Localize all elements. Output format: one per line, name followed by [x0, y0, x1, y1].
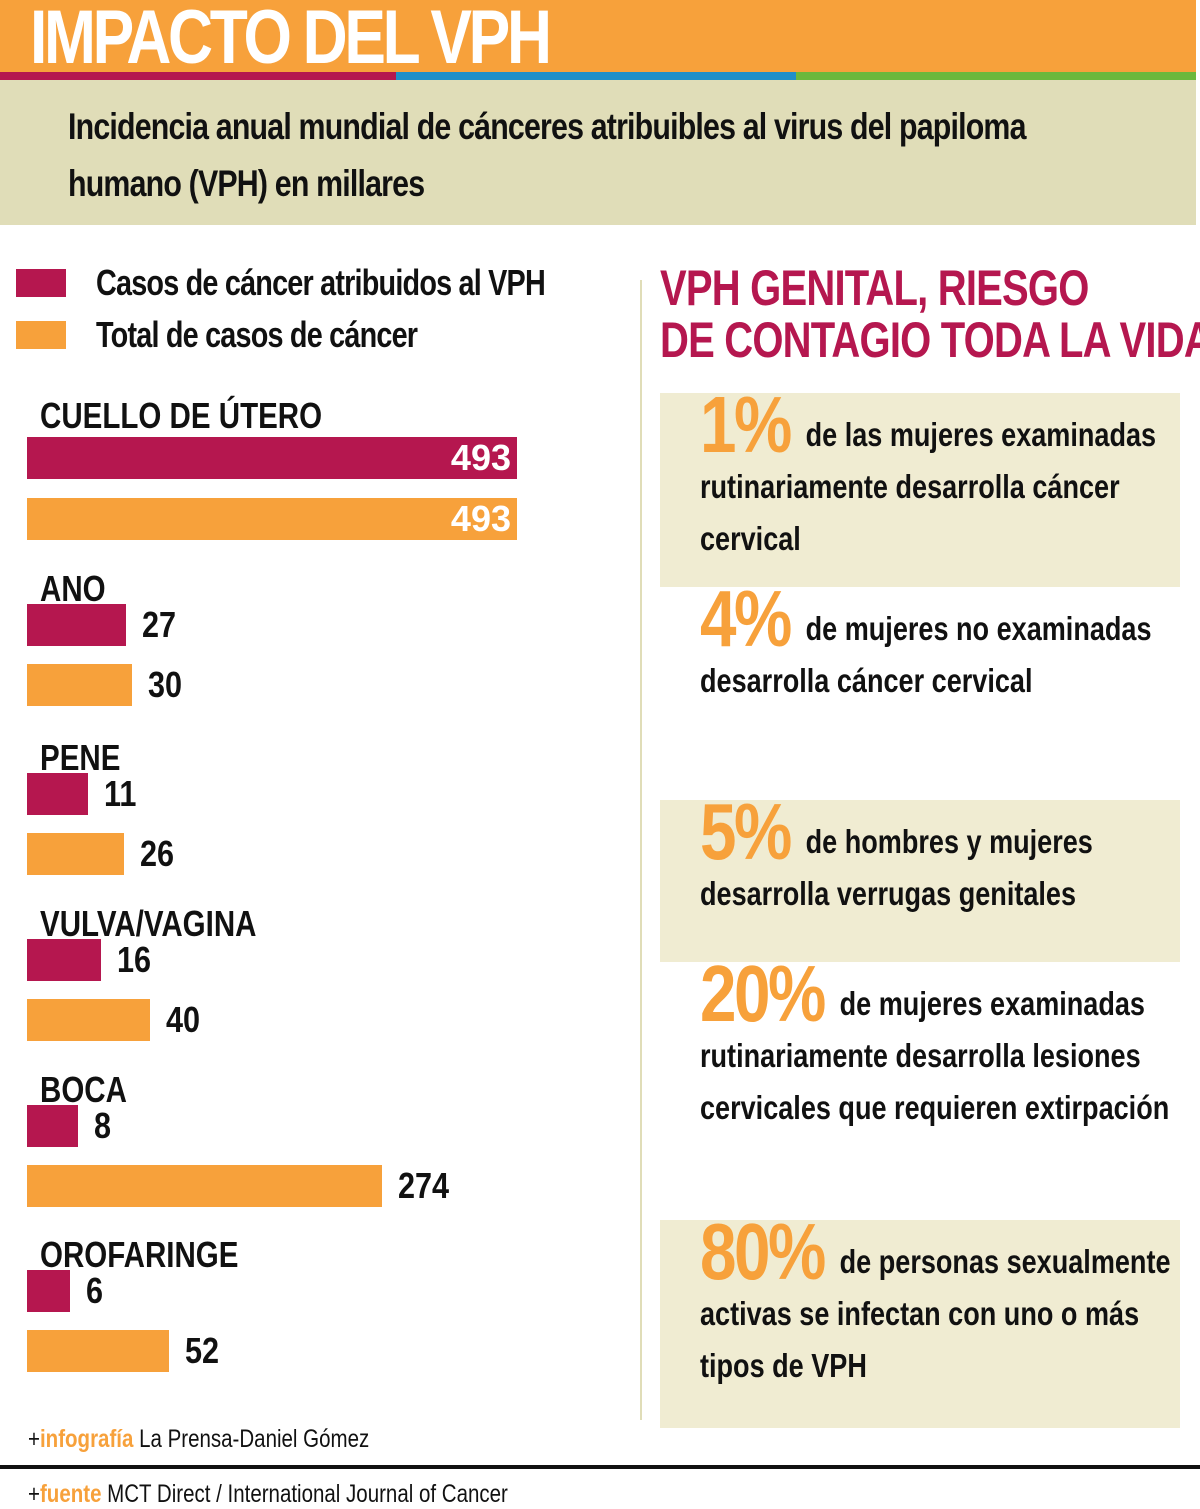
category-label: VULVA/VAGINA — [40, 903, 257, 944]
fact-percent: 80% — [700, 1207, 826, 1296]
source-text: MCT Direct / International Journal of Ca… — [107, 1480, 508, 1508]
data-label: 52 — [185, 1330, 220, 1371]
category-label: ANO — [40, 568, 106, 609]
category-label: BOCA — [40, 1069, 127, 1110]
bar-hpv — [27, 1270, 71, 1312]
bar-hpv — [27, 773, 88, 815]
credit: +infografía La Prensa-Daniel Gómez — [28, 1425, 370, 1453]
data-label: 27 — [142, 604, 177, 645]
fact-percent: 4% — [700, 574, 792, 663]
data-label: 40 — [166, 999, 201, 1040]
data-label: 11 — [103, 773, 136, 814]
data-label: 16 — [117, 939, 152, 980]
data-label: 493 — [450, 498, 511, 539]
category-label: PENE — [40, 737, 121, 778]
fact-text: de personas sexualmente activas se infec… — [700, 1243, 1171, 1384]
bar-hpv — [27, 1105, 78, 1147]
right-title: VPH GENITAL, RIESGO DE CONTAGIO TODA LA V… — [660, 262, 1200, 366]
data-label: 274 — [397, 1165, 449, 1206]
data-label: 6 — [86, 1270, 104, 1311]
data-label: 493 — [450, 437, 511, 478]
fact-text: de mujeres examinadas rutinariamente des… — [700, 985, 1170, 1126]
bar-total — [27, 833, 125, 875]
source: +fuente MCT Direct / International Journ… — [28, 1480, 508, 1508]
fact-text: de las mujeres examinadas rutinariamente… — [700, 416, 1157, 557]
fact-percent: 20% — [700, 949, 826, 1038]
credit-label: infografía — [39, 1425, 134, 1453]
fact-text: de hombres y mujeres desarrolla verrugas… — [700, 823, 1093, 912]
right-title-line: DE CONTAGIO TODA LA VIDA — [660, 312, 1200, 368]
source-label: fuente — [39, 1480, 102, 1508]
legend-label: Total de casos de cáncer — [96, 314, 418, 355]
fact-percent: 1% — [700, 380, 792, 469]
bar-total — [27, 664, 133, 706]
fact-box: 20% de mujeres examinadas rutinariamente… — [660, 954, 1180, 1220]
stripe-blue — [396, 72, 796, 80]
footer-rule — [0, 1465, 1200, 1469]
data-label: 30 — [148, 664, 183, 705]
fact-box: 1% de las mujeres examinadas rutinariame… — [660, 385, 1180, 587]
fact-box: 80% de personas sexualmente activas se i… — [660, 1212, 1180, 1428]
stripe-crimson — [0, 72, 396, 80]
data-label: 26 — [140, 833, 175, 874]
bar-hpv — [27, 604, 127, 646]
fact-text: de mujeres no examinadas desarrolla cánc… — [700, 610, 1152, 699]
fact-box: 5% de hombres y mujeres desarrolla verru… — [660, 792, 1180, 962]
bar-total — [27, 498, 517, 540]
bar-total — [27, 1165, 382, 1207]
bar-total — [27, 999, 151, 1041]
legend-total: Total de casos de cáncer — [16, 314, 498, 356]
page-title: IMPACTO DEL VPH — [30, 0, 552, 80]
right-title-line: VPH GENITAL, RIESGO — [660, 260, 1089, 316]
credit-text: La Prensa-Daniel Gómez — [139, 1425, 370, 1453]
subtitle-panel: Incidencia anual mundial de cánceres atr… — [0, 80, 1196, 225]
bar-total — [27, 1330, 170, 1372]
legend-hpv: Casos de cáncer atribuidos al VPH — [16, 262, 657, 304]
category-label: OROFARINGE — [40, 1234, 239, 1275]
legend-swatch-total — [16, 321, 66, 349]
legend-swatch-hpv — [16, 269, 66, 297]
bar-hpv — [27, 437, 517, 479]
category-label: CUELLO DE ÚTERO — [40, 395, 323, 436]
fact-box: 4% de mujeres no examinadas desarrolla c… — [660, 579, 1180, 800]
bar-hpv — [27, 939, 102, 981]
header-banner: IMPACTO DEL VPH — [0, 0, 1196, 80]
stripe-green — [796, 72, 1196, 80]
divider — [640, 280, 642, 1420]
subtitle: Incidencia anual mundial de cánceres atr… — [68, 106, 1026, 204]
data-label: 8 — [93, 1105, 111, 1146]
legend-label: Casos de cáncer atribuidos al VPH — [96, 262, 546, 303]
fact-percent: 5% — [700, 787, 792, 876]
